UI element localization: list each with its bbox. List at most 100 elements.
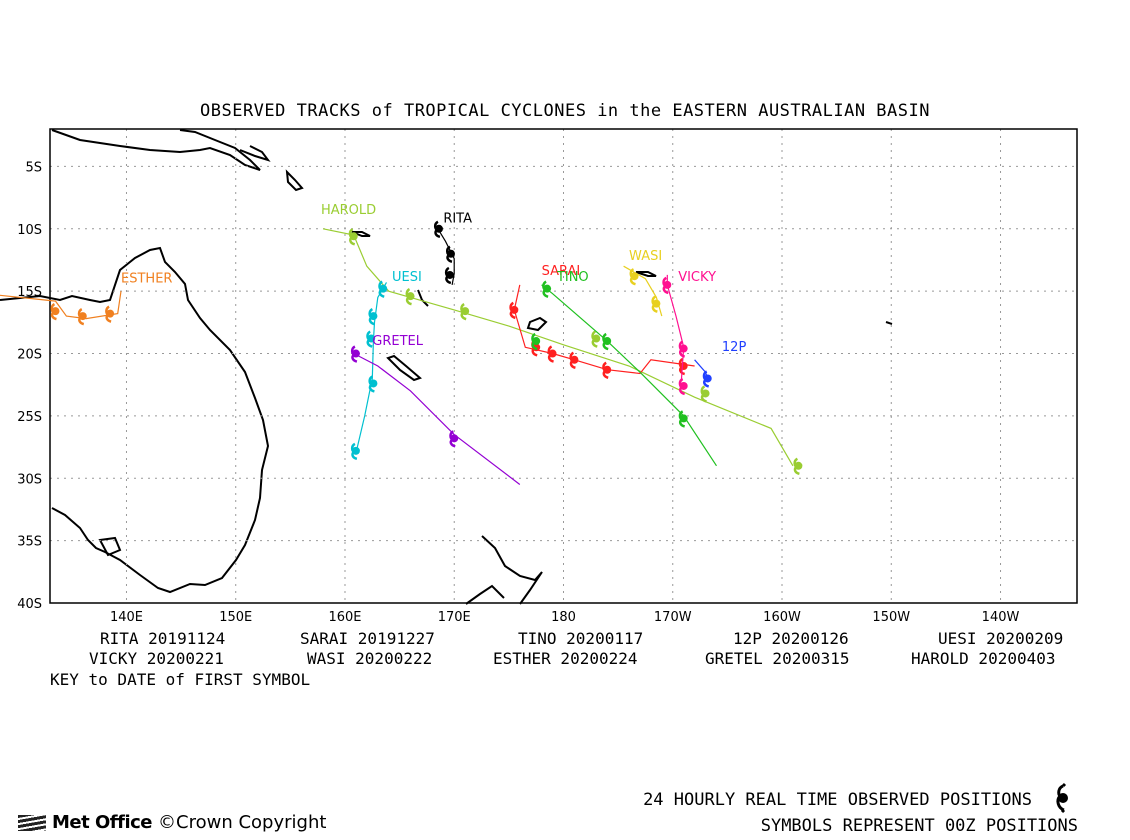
storm-symbol-core (663, 280, 672, 289)
footer-line1: 24 HOURLY REAL TIME OBSERVED POSITIONS (643, 790, 1032, 810)
storm-track-line (513, 284, 695, 375)
map-grid (50, 129, 1077, 603)
key-entry: TINO 20200117 (518, 629, 644, 648)
lon-label: 140E (110, 610, 143, 625)
lon-label: 170W (654, 610, 692, 625)
copyright: ©Crown Copyright (158, 812, 327, 833)
storm-symbol-core (51, 307, 60, 316)
footer-line2: SYMBOLS REPRESENT 00Z POSITIONS (760, 816, 1078, 836)
australia-coast (0, 246, 270, 594)
storm-track-line (355, 282, 388, 454)
storm-symbol-core (461, 307, 470, 316)
island-far-east (885, 321, 893, 325)
lat-label: 5S (25, 160, 42, 175)
footer-branding: Met Office ©Crown Copyright (18, 812, 326, 833)
key-entry: 12P 20200126 (733, 629, 849, 648)
storm-label: SARAI (542, 264, 581, 279)
storm-12p: 12P (694, 340, 746, 388)
storm-label: ESTHER (121, 271, 172, 286)
storm-symbol-core (603, 337, 612, 346)
storm-symbol-core (652, 299, 661, 308)
lat-label: 10S (17, 223, 42, 238)
storm-symbol-core (679, 344, 688, 353)
storm-label: VICKY (678, 270, 716, 285)
storm-symbol-core (445, 270, 454, 279)
lon-label: 140W (982, 610, 1020, 625)
storm-symbol-core (570, 355, 579, 364)
storm-label: WASI (629, 249, 662, 264)
lat-label: 30S (17, 472, 42, 487)
storm-label: GRETEL (372, 334, 423, 349)
key-entry: GRETEL 20200315 (705, 649, 850, 668)
storm-symbol-core (369, 379, 378, 388)
storm-symbol-core (78, 312, 87, 321)
axis-labels: 5S 10S 15S 20S 25S 30S 35S 40S 140E 150E 160E 170E 1… (17, 160, 1019, 625)
storm-symbol-core (794, 461, 803, 470)
new-guinea-coast (51, 129, 261, 171)
lat-label: 40S (17, 597, 42, 612)
storm-symbol-core (369, 312, 378, 321)
bougainville (285, 169, 304, 192)
storm-label: UESI (392, 270, 422, 285)
chart-title: OBSERVED TRACKS of TROPICAL CYCLONES in … (200, 101, 930, 121)
storm-symbol-core (351, 349, 360, 358)
storm-symbol-core (592, 334, 601, 343)
storm-symbol-core (379, 284, 388, 293)
storm-symbol-core (434, 224, 443, 233)
lon-label: 160W (763, 610, 801, 625)
storm-track-line (0, 291, 122, 320)
storm-track-line (353, 352, 521, 485)
lat-label: 20S (17, 348, 42, 363)
key-entry: ESTHER 20200224 (493, 649, 638, 668)
key-entry: HAROLD 20200403 (911, 649, 1056, 668)
storm-symbol-core (532, 337, 541, 346)
storm-label: RITA (443, 212, 472, 227)
lon-label: 180 (551, 610, 576, 625)
storm-symbol-core (701, 389, 710, 398)
key-entry: RITA 20191124 (100, 629, 226, 648)
vanuatu (417, 289, 429, 307)
lon-label: 160E (328, 610, 361, 625)
storm-symbol-core (106, 309, 115, 318)
storm-tino: TINO (531, 270, 718, 467)
lat-label: 25S (17, 410, 42, 425)
new-britain (239, 145, 271, 162)
storm-label: TINO (556, 270, 589, 285)
storm-symbol-core (349, 232, 358, 241)
storm-symbol-core (603, 365, 612, 374)
met-office-logo: Met Office (52, 812, 153, 833)
storm-symbol-core (510, 305, 519, 314)
tasmania (98, 536, 122, 557)
storm-symbol-core (679, 381, 688, 390)
lon-label: 150E (219, 610, 252, 625)
lon-label: 150W (872, 610, 910, 625)
storm-label: HAROLD (321, 203, 376, 218)
storm-sarai: SARAI (509, 264, 695, 379)
storm-symbol-core (367, 334, 376, 343)
storm-symbol-core (543, 284, 552, 293)
coastlines (0, 129, 893, 605)
storm-gretel: GRETEL (350, 334, 521, 485)
nz-north (481, 535, 543, 605)
storm-vicky: VICKY (662, 270, 716, 396)
lon-label: 170E (438, 610, 471, 625)
samoa (635, 271, 657, 277)
storm-symbol-core (679, 414, 688, 423)
storm-rita: RITA (433, 212, 472, 286)
key-caption: KEY to DATE of FIRST SYMBOL (50, 670, 311, 689)
storm-symbol-core (351, 446, 360, 455)
key-entry: UESI 20200209 (938, 629, 1064, 648)
lat-label: 15S (17, 285, 42, 300)
map-frame (49, 128, 1078, 604)
storm-symbol-core (532, 343, 541, 352)
storm-track-line (437, 228, 455, 286)
storm-harold: HAROLD (321, 203, 803, 476)
storm-symbol-core (703, 374, 712, 383)
lat-label: 35S (17, 535, 42, 550)
storm-wasi: WASI (623, 249, 663, 317)
storm-track-line (541, 284, 718, 467)
storm-symbol-core (679, 362, 688, 370)
new-caledonia (386, 354, 422, 382)
